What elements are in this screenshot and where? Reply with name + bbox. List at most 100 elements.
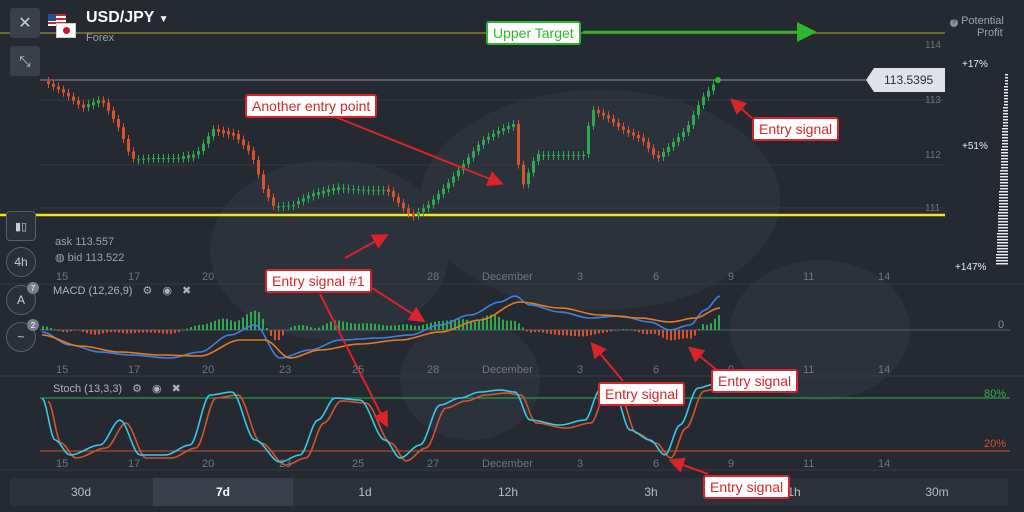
close-icon: ✕ (18, 15, 32, 32)
profit-scale-bar (998, 218, 1008, 220)
remove-icon[interactable]: ✖ (171, 383, 181, 395)
profit-scale-bar (1004, 92, 1008, 94)
x-main-tick: 9 (728, 271, 735, 283)
candle-body (652, 148, 655, 155)
macd-histogram-bar (650, 330, 652, 334)
x-main-tick: December (482, 271, 533, 283)
candle-body (312, 193, 315, 197)
macd-histogram-bar (590, 330, 592, 336)
chart-type-button[interactable]: ▮▯ (6, 211, 36, 241)
macd-histogram-bar (610, 330, 612, 332)
macd-histogram-bar (66, 330, 68, 333)
instrument-pair: USD/JPY (86, 9, 155, 26)
candle-body (387, 189, 390, 192)
gear-icon[interactable]: ⚙ (132, 383, 142, 395)
profit-scale-bar (1001, 149, 1008, 151)
macd-histogram-bar (454, 319, 456, 330)
timeframe-button[interactable]: 4h (6, 247, 36, 277)
candle-body (477, 144, 480, 152)
bid-quote: ◍ bid 113.522 (55, 252, 125, 264)
candle-body (242, 139, 245, 146)
candle-body (247, 145, 250, 151)
candle-body (712, 84, 715, 91)
macd-histogram-bar (686, 330, 688, 339)
candle-body (257, 159, 260, 175)
profit-scale-bar (999, 206, 1008, 208)
profit-scale-bar (996, 257, 1008, 259)
profit-scale-bar (1004, 95, 1008, 97)
candle-body (172, 158, 175, 159)
caret-down-icon: ▼ (158, 14, 169, 25)
close-button[interactable]: ✕ (10, 8, 40, 38)
timeframe-7d[interactable]: 7d (153, 478, 293, 506)
macd-histogram-bar (250, 311, 252, 330)
macd-histogram-bar (458, 319, 460, 330)
candle-body (427, 204, 430, 209)
macd-histogram-bar (706, 324, 708, 330)
candle-body (647, 141, 650, 149)
remove-icon[interactable]: ✖ (181, 285, 192, 297)
timeframe-1h[interactable]: 1h (787, 485, 801, 499)
another-entry-callout: Another entry point (245, 94, 378, 118)
macd-histogram-bar (366, 323, 368, 330)
x-macd-tick: 6 (653, 364, 660, 376)
macd-histogram-bar (150, 330, 152, 333)
macd-histogram-bar (426, 323, 428, 330)
drawing-tools-button[interactable]: A 7 (6, 282, 39, 315)
instrument-selector[interactable]: USD/JPY ▼ (86, 9, 169, 27)
candles-icon: ▮▯ (14, 220, 28, 233)
x-stoch-tick: 20 (202, 458, 215, 470)
macd-histogram-bar (410, 325, 412, 330)
gear-icon[interactable]: ⚙ (142, 285, 153, 297)
macd-histogram-bar (362, 323, 364, 330)
profit-scale-bar (997, 236, 1008, 238)
eye-icon[interactable]: ◉ (151, 383, 162, 395)
macd-histogram-bar (330, 321, 332, 330)
candle-body (632, 132, 635, 136)
profit-scale-bar (1000, 173, 1008, 175)
x-stoch-tick: 9 (728, 458, 735, 470)
indicators-button[interactable]: ~ 2 (6, 319, 39, 352)
profit-scale-bar (997, 248, 1008, 250)
macd-histogram-bar (538, 330, 540, 333)
candle-body (397, 197, 400, 203)
candle-body (602, 112, 605, 116)
candle-body (352, 188, 355, 190)
macd-histogram-bar (526, 330, 528, 332)
macd-histogram-bar (210, 322, 212, 330)
candle-body (582, 155, 585, 156)
timeframe-1d[interactable]: 1d (358, 485, 372, 499)
candle-body (492, 133, 495, 137)
macd-histogram-bar (166, 330, 168, 334)
candle-body (72, 96, 75, 101)
stoch-header: Stoch (13,3,3) ⚙ ◉ ✖ (53, 382, 181, 396)
candle-body (402, 202, 405, 209)
timeframe-30d[interactable]: 30d (70, 485, 92, 499)
eye-icon[interactable]: ◉ (162, 285, 172, 297)
profit-scale-bar (1000, 188, 1008, 190)
macd-histogram-bar (482, 317, 484, 330)
macd-histogram-bar (354, 323, 356, 330)
macd-histogram-bar (82, 330, 84, 332)
macd-histogram-bar (98, 330, 100, 335)
macd-histogram-bar (46, 326, 48, 330)
profit-scale-bar (996, 254, 1008, 256)
timeframe-12h[interactable]: 12h (497, 485, 519, 499)
candle-body (487, 136, 490, 140)
candle-body (462, 164, 465, 171)
profit-scale-bar (1002, 131, 1008, 133)
collapse-button[interactable]: ⤡ (10, 46, 40, 76)
candle-body (167, 158, 170, 159)
macd-histogram-bar (598, 330, 600, 334)
timeframe-3h[interactable]: 3h (644, 485, 658, 499)
candle-body (187, 155, 190, 159)
candle-body (572, 155, 575, 156)
macd-histogram-bar (554, 330, 556, 335)
candle-body (442, 188, 445, 194)
candle-body (662, 152, 665, 157)
shrink-arrows-icon: ⤡ (19, 52, 31, 69)
timeframe-30m[interactable]: 30m (925, 485, 949, 499)
candle-body (62, 89, 65, 93)
macd-histogram-bar (690, 330, 692, 339)
candle-body (467, 157, 470, 164)
